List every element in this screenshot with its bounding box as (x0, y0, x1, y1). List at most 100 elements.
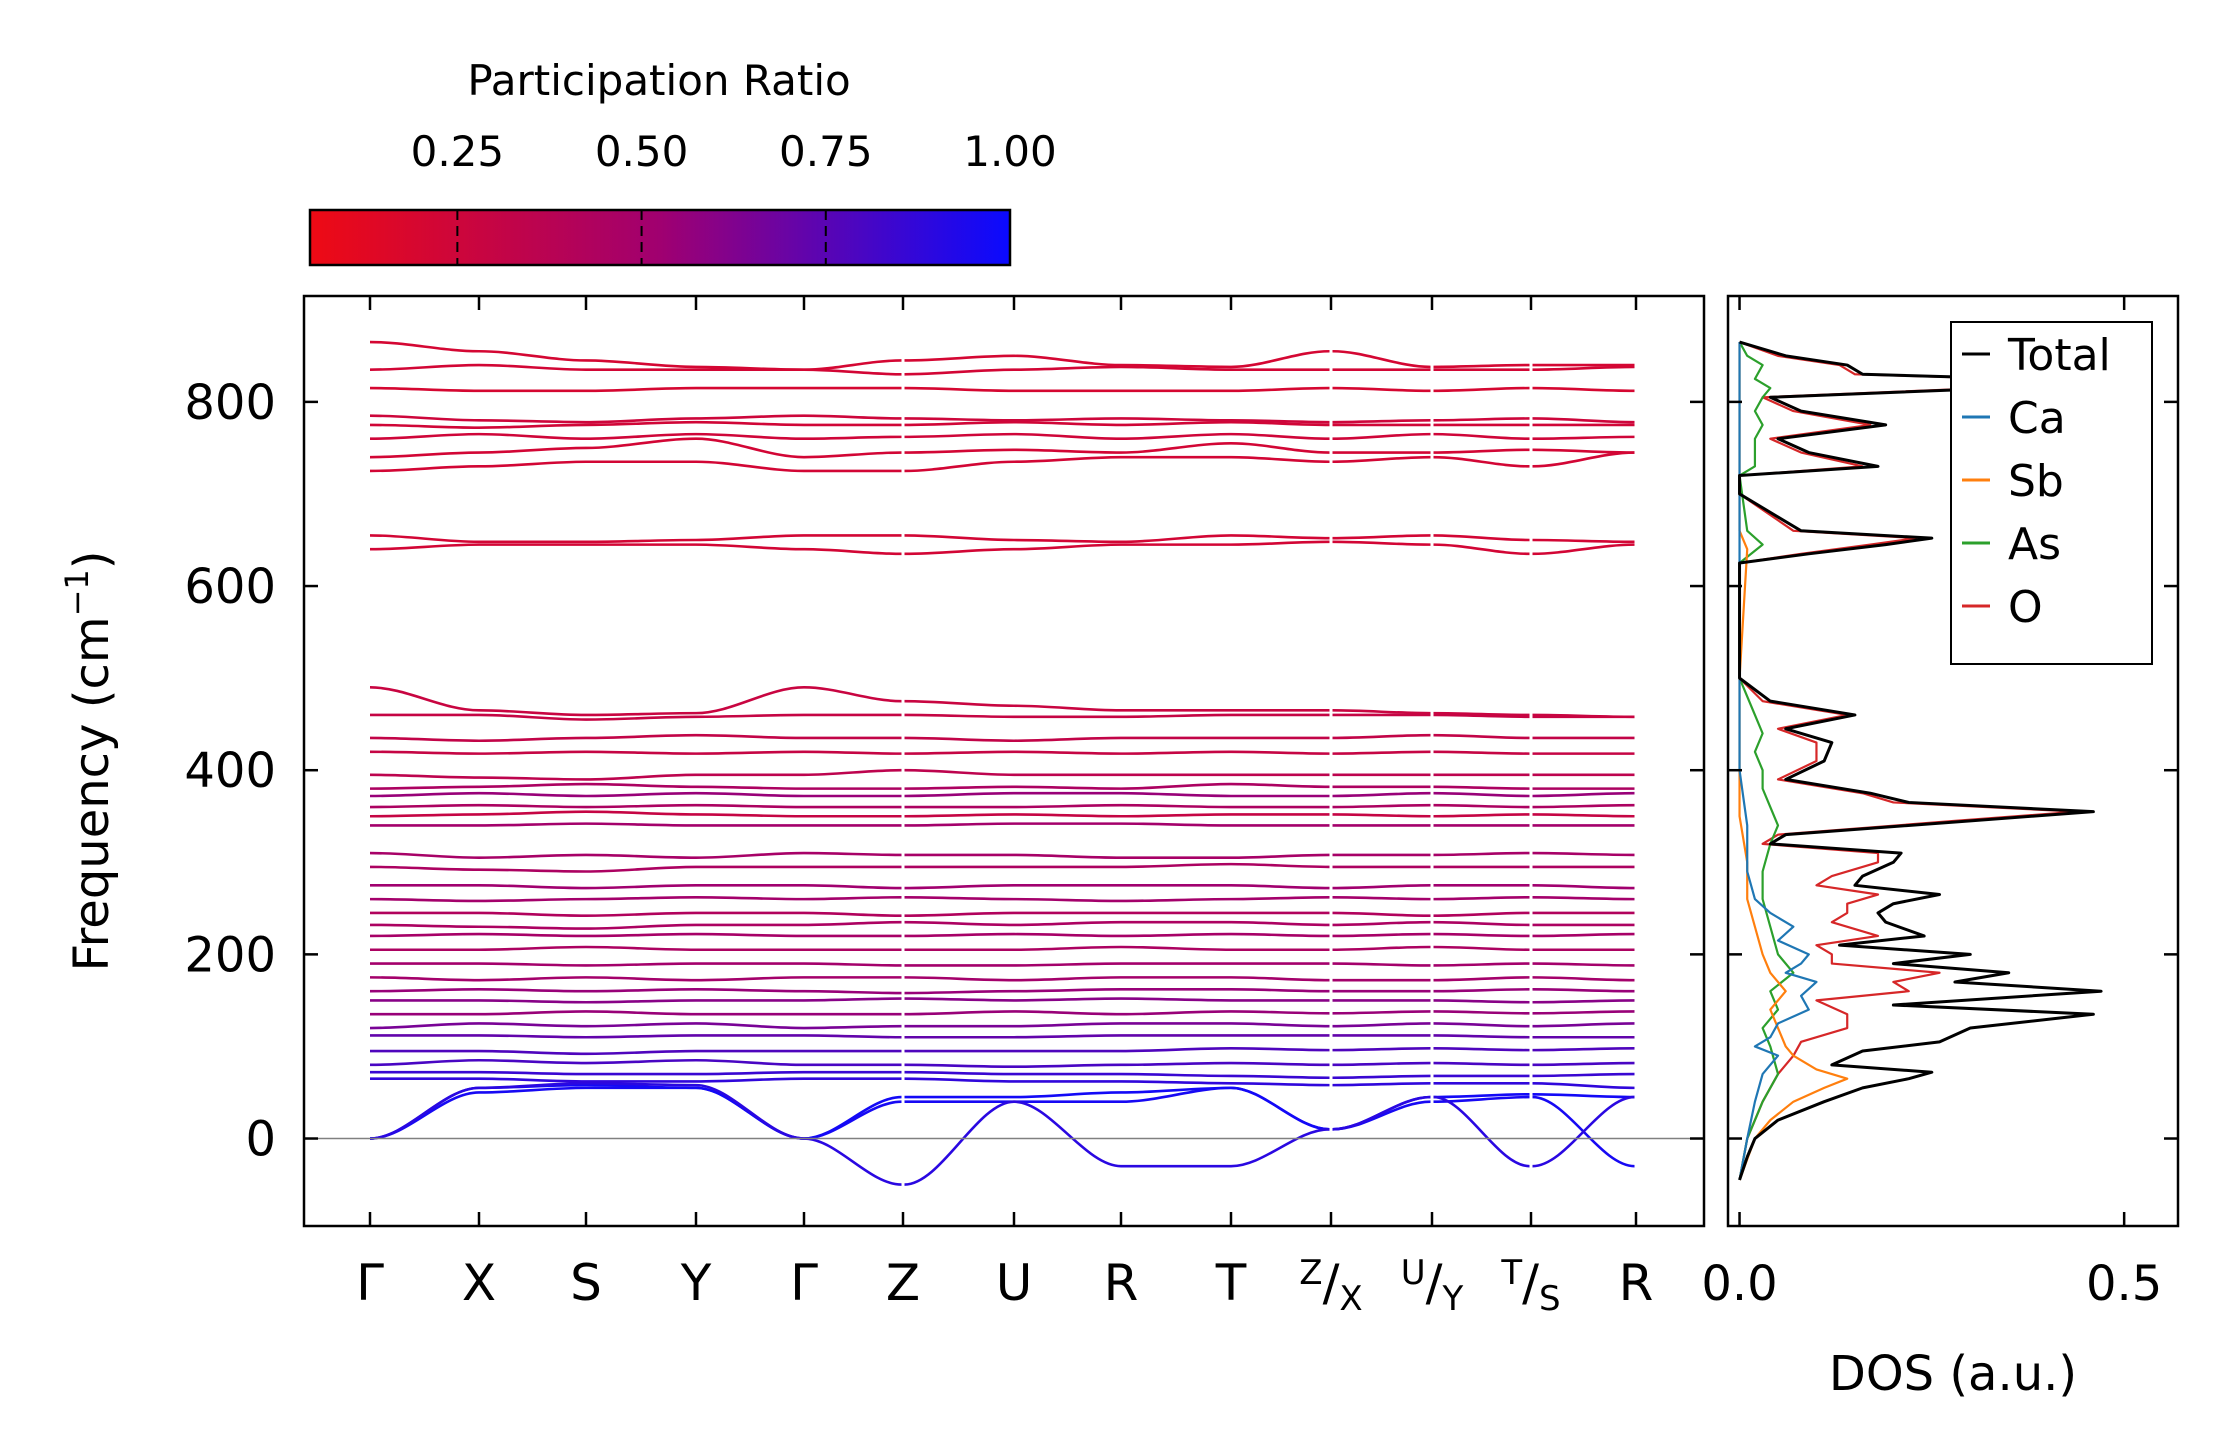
band-segment (1532, 962, 1635, 967)
band-segment (1433, 911, 1530, 917)
band-segment (585, 1081, 697, 1087)
band-segment (1120, 1046, 1232, 1053)
k-point-label: X (462, 1254, 496, 1312)
band-segment (478, 925, 587, 930)
band-segment (585, 803, 697, 809)
band-segment (1532, 386, 1635, 393)
k-point-label: Γ (356, 1254, 384, 1312)
band-segment (1230, 349, 1330, 369)
band-segment (695, 803, 805, 809)
band-segment (904, 1063, 1015, 1068)
band-segment (1332, 419, 1431, 424)
band-segment (1433, 1034, 1530, 1039)
band-segment (478, 911, 587, 917)
band-segment (1120, 1086, 1232, 1094)
dos-x-axis: 0.0 0.5 (1701, 296, 2162, 1312)
band-segment (1532, 365, 1635, 371)
band-segment (478, 1070, 587, 1076)
band-segment (1433, 448, 1530, 454)
band-segment (1433, 534, 1530, 542)
band-segment (1532, 813, 1635, 818)
legend-label: Total (2007, 330, 2111, 381)
band-segment (904, 448, 1015, 454)
band-segment (585, 895, 697, 901)
band-segment (1230, 782, 1330, 789)
band-segment (369, 932, 480, 938)
band-segment (1433, 1095, 1530, 1168)
band-segment (1013, 354, 1122, 367)
band-segment (1230, 442, 1330, 454)
band-segment (1433, 813, 1530, 818)
k-point-label: Γ (790, 1254, 818, 1312)
band-segment (904, 534, 1015, 542)
band-segment (1532, 1010, 1635, 1015)
band-segment (478, 945, 587, 952)
band-segment (1433, 1046, 1530, 1052)
k-point-label-slash: / (1426, 1254, 1443, 1312)
band-segment (803, 1034, 902, 1039)
band-segment (1013, 803, 1122, 809)
band-segment (803, 750, 902, 755)
band-plot-frame (302, 294, 1706, 1228)
band-segment (585, 822, 697, 827)
band-segment (585, 810, 697, 816)
band-segment (1120, 1080, 1232, 1085)
band-segment (1532, 1022, 1635, 1028)
band-segment (1332, 1095, 1431, 1131)
band-segment (1532, 448, 1635, 454)
band-segment (803, 768, 902, 777)
band-segment (803, 1137, 902, 1186)
band-segment (369, 686, 480, 712)
y-tick-label: 200 (184, 927, 276, 983)
band-segment (1332, 895, 1431, 901)
band-segment (695, 791, 805, 798)
band-segment (1332, 1022, 1431, 1028)
band-segment (1332, 920, 1431, 927)
band-segment (369, 414, 480, 422)
band-segment (585, 750, 697, 755)
band-segment (803, 895, 902, 901)
k-point-label: Z (886, 1254, 920, 1312)
band-segment (585, 1010, 697, 1016)
band-segment (1532, 976, 1635, 982)
band-segment (369, 465, 480, 473)
band-segment (695, 437, 805, 459)
band-segment (1433, 455, 1530, 468)
band-segment (1120, 365, 1232, 371)
k-point-label-slash: / (1522, 1254, 1539, 1312)
band-segment (1433, 851, 1530, 857)
band-segment (1013, 997, 1122, 1002)
frequency-axis-unit-exponent: −1 (58, 569, 96, 616)
band-segment (1120, 803, 1232, 809)
phonon-bands (369, 340, 1635, 1186)
band-segment (1013, 455, 1122, 464)
band-segment (369, 813, 480, 818)
band-segment (695, 750, 805, 755)
band-segment (1120, 534, 1232, 544)
band-segment (695, 976, 805, 982)
band-segment (803, 920, 902, 927)
band-segment (1230, 419, 1330, 424)
band-segment (1332, 932, 1431, 938)
band-segment (1433, 945, 1530, 952)
band-segment (1332, 709, 1431, 715)
band-segment (1532, 1061, 1635, 1067)
band-segment (1230, 976, 1330, 982)
dos-plot-frame (1726, 294, 2180, 1228)
band-segment (1532, 543, 1635, 556)
band-segment (478, 776, 587, 781)
band-segment (1433, 750, 1530, 755)
band-segment (1433, 432, 1530, 441)
band-segment (904, 1077, 1015, 1083)
band-segment (369, 773, 480, 779)
band-segment (695, 851, 805, 859)
band-segment (1433, 1095, 1530, 1103)
colorbar-tick-label: 1.00 (963, 127, 1057, 176)
band-segment (1532, 1093, 1635, 1099)
band-segment (695, 1083, 805, 1140)
band-segment (478, 988, 587, 993)
band-segment (1433, 988, 1530, 993)
band-segment (478, 822, 587, 827)
band-segment (585, 773, 697, 781)
colorbar-ticks: 0.25 0.50 0.75 1.00 (411, 127, 1057, 265)
